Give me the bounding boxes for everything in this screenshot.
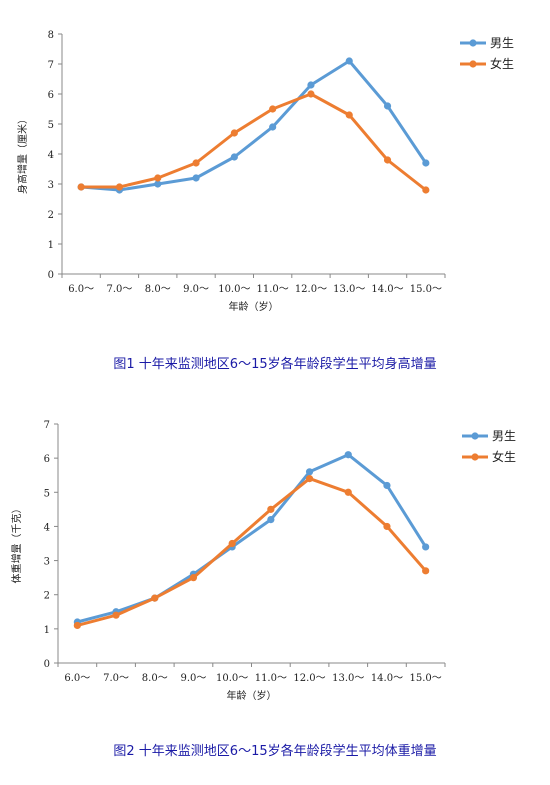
data-point	[383, 156, 392, 164]
figure-caption: 图2 十年来监测地区6～15岁各年龄段学生平均体重增量	[113, 743, 436, 759]
x-tick-label: 8.0～	[142, 673, 168, 684]
y-tick-label: 7	[48, 60, 54, 71]
x-axis-title: 年龄（岁）	[229, 300, 279, 313]
legend-marker	[469, 60, 477, 68]
x-tick-label: 15.0～	[410, 673, 442, 684]
legend-marker	[469, 39, 477, 47]
legend-item: 男生	[462, 429, 516, 443]
data-point	[422, 567, 430, 575]
y-tick-label: 6	[48, 90, 54, 101]
x-tick-label: 12.0～	[293, 673, 325, 684]
series-line	[75, 453, 428, 624]
data-point	[192, 174, 200, 182]
legend-label: 女生	[492, 449, 516, 464]
y-tick-label: 6	[44, 454, 50, 465]
y-tick-label: 4	[44, 522, 50, 533]
data-point	[189, 574, 198, 582]
legend-label: 男生	[490, 36, 514, 50]
data-point	[344, 488, 352, 496]
series-line	[79, 59, 428, 192]
y-tick-label: 0	[44, 659, 50, 670]
y-tick-label: 1	[44, 625, 50, 636]
y-axis-title: 体重增量（千克）	[10, 504, 23, 584]
data-point	[192, 159, 200, 167]
data-point	[307, 81, 315, 89]
data-point	[269, 105, 277, 113]
data-point	[267, 505, 275, 513]
y-axis-title: 身高增量（厘米）	[16, 114, 29, 194]
data-point	[422, 159, 430, 167]
data-point	[154, 174, 162, 182]
y-tick-label: 5	[44, 488, 50, 499]
data-point	[73, 621, 81, 630]
data-point	[115, 183, 124, 191]
legend-item: 女生	[460, 56, 514, 71]
chart-2: 0 1 2 3 4 5 6 7 6.0～ 7.0～ 8.0～ 9.0～ 10.0～ 11.0～ 12.0～ 1…	[10, 420, 516, 759]
x-tick-label: 11.0～	[257, 284, 289, 295]
series-girls	[77, 90, 430, 194]
x-tick-label: 7.0～	[106, 284, 132, 295]
y-tick-label: 8	[48, 30, 54, 41]
figure-caption: 图1 十年来监测地区6～15岁各年龄段学生平均身高增量	[113, 356, 436, 372]
x-tick-label: 10.0～	[216, 673, 248, 684]
data-point	[305, 475, 314, 483]
legend-label: 女生	[490, 56, 514, 71]
x-tick-label: 7.0～	[103, 673, 129, 684]
data-point	[344, 451, 352, 459]
legend-item: 男生	[460, 36, 514, 50]
y-tick-label: 7	[44, 420, 50, 431]
y-tick-label: 5	[48, 120, 54, 131]
x-tick-label: 9.0～	[180, 673, 206, 684]
x-tick-label: 6.0～	[68, 284, 94, 295]
series-boys	[73, 451, 430, 626]
legend-item: 女生	[462, 449, 516, 464]
series-line	[75, 477, 428, 627]
data-point	[345, 57, 353, 65]
data-point	[422, 186, 430, 194]
x-tick-label: 8.0～	[145, 284, 171, 295]
y-tick-label: 2	[48, 210, 54, 221]
legend-marker	[471, 432, 479, 440]
x-tick-label: 15.0～	[410, 284, 442, 295]
x-tick-label: 14.0～	[371, 673, 403, 684]
x-tick-label: 9.0～	[183, 284, 209, 295]
x-tick-label: 13.0～	[333, 284, 365, 295]
data-point	[422, 543, 430, 551]
legend-marker	[471, 453, 479, 461]
data-point	[267, 516, 275, 524]
data-point	[383, 102, 392, 110]
x-axis-title: 年龄（岁）	[227, 689, 277, 702]
y-tick-label: 3	[44, 557, 50, 568]
y-tick-label: 1	[48, 240, 54, 251]
x-tick-label: 12.0～	[295, 284, 327, 295]
data-point	[307, 90, 315, 98]
legend-label: 男生	[492, 429, 516, 443]
data-point	[154, 180, 162, 188]
data-point	[230, 129, 238, 137]
y-tick-label: 4	[48, 150, 54, 161]
data-point	[230, 153, 238, 161]
x-tick-label: 14.0～	[371, 284, 403, 295]
x-tick-label: 13.0～	[332, 673, 364, 684]
y-tick-label: 2	[44, 591, 50, 602]
series-boys	[77, 57, 430, 194]
data-point	[112, 611, 120, 619]
data-point	[383, 522, 391, 531]
series-line	[79, 92, 428, 192]
data-point	[383, 481, 391, 490]
chart-1: 0 1 2 3 4 5 6 7 8 6.0～ 7.0～ 8.0～ 9.0～ 10.0～ 11.0～ 12.0～…	[16, 30, 514, 372]
x-tick-label: 11.0～	[255, 673, 287, 684]
data-point	[305, 468, 314, 476]
data-point	[269, 123, 277, 131]
data-point	[228, 539, 236, 548]
x-tick-label: 10.0～	[218, 284, 250, 295]
data-point	[77, 183, 85, 191]
x-tick-label: 6.0～	[64, 673, 90, 684]
data-point	[345, 111, 353, 119]
y-tick-label: 3	[48, 180, 54, 191]
data-point	[151, 594, 159, 602]
y-tick-label: 0	[48, 270, 54, 281]
series-girls	[73, 475, 430, 630]
